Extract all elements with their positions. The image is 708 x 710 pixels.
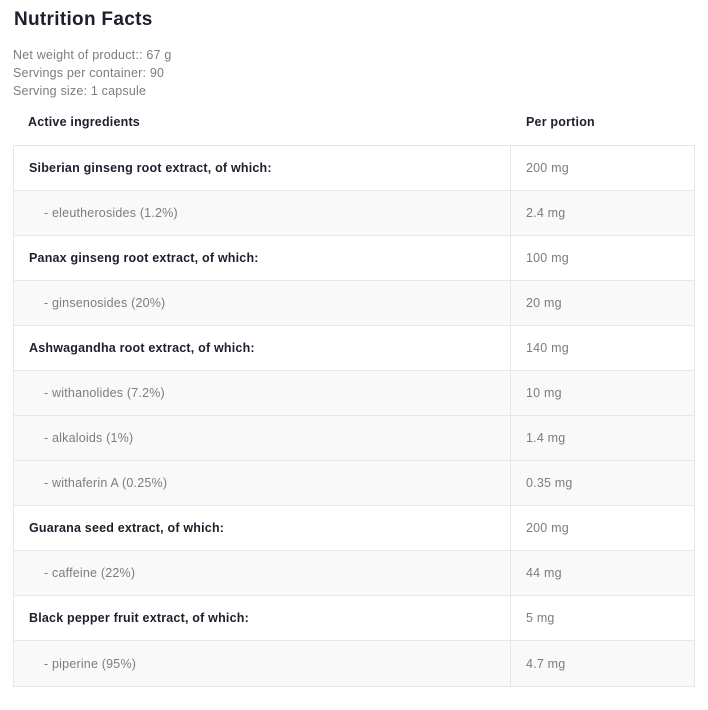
ingredient-label: - caffeine (22%) <box>14 551 511 595</box>
ingredient-label: Siberian ginseng root extract, of which: <box>14 146 511 190</box>
ingredient-label: Black pepper fruit extract, of which: <box>14 596 511 640</box>
per-portion-value: 4.7 mg <box>526 656 566 671</box>
nutrition-facts-panel: Nutrition Facts Net weight of product:: … <box>13 9 708 687</box>
per-portion-value: 200 mg <box>526 521 569 535</box>
ingredient-label: - alkaloids (1%) <box>14 416 511 460</box>
table-row: - ginsenosides (20%) 20 mg <box>14 281 694 326</box>
ingredient-label: Panax ginseng root extract, of which: <box>14 236 511 280</box>
table-row: Ashwagandha root extract, of which: 140 m… <box>14 326 694 371</box>
per-portion-value: 100 mg <box>526 251 569 265</box>
ingredient-label: Ashwagandha root extract, of which: <box>14 326 511 370</box>
servings-per-container-line: Servings per container: 90 <box>13 66 165 80</box>
ingredient-label: - piperine (95%) <box>14 641 511 686</box>
per-portion-value: 140 mg <box>526 341 569 355</box>
table-row: - eleutherosides (1.2%) 2.4 mg <box>14 191 694 236</box>
per-portion-value: 20 mg <box>526 296 562 310</box>
per-portion-value: 2.4 mg <box>526 206 566 220</box>
ingredient-label: - withaferin A (0.25%) <box>14 461 511 505</box>
page-title: Nutrition Facts <box>14 9 153 30</box>
column-header-active-ingredients: Active ingredients <box>28 115 140 129</box>
table-row: - piperine (95%) 4.7 mg <box>14 641 694 686</box>
net-weight-line: Net weight of product:: 67 g <box>13 48 172 62</box>
per-portion-value: 44 mg <box>526 566 562 580</box>
table-row: - withanolides (7.2%) 10 mg <box>14 371 694 416</box>
ingredient-label: Guarana seed extract, of which: <box>14 506 511 550</box>
table-row: - caffeine (22%) 44 mg <box>14 551 694 596</box>
table-row: Siberian ginseng root extract, of which:… <box>14 146 694 191</box>
column-header-per-portion: Per portion <box>526 115 595 129</box>
ingredient-label: - eleutherosides (1.2%) <box>14 191 511 235</box>
serving-size-line: Serving size: 1 capsule <box>13 84 147 98</box>
per-portion-value: 10 mg <box>526 386 562 400</box>
table-row: Black pepper fruit extract, of which: 5 m… <box>14 596 694 641</box>
ingredient-label: - withanolides (7.2%) <box>14 371 511 415</box>
per-portion-value: 0.35 mg <box>526 476 573 490</box>
ingredient-label: - ginsenosides (20%) <box>14 281 511 325</box>
per-portion-value: 200 mg <box>526 161 569 175</box>
table-row: - withaferin A (0.25%) 0.35 mg <box>14 461 694 506</box>
table-header: Active ingredients Per portion <box>13 115 695 129</box>
table-row: - alkaloids (1%) 1.4 mg <box>14 416 694 461</box>
product-meta: Net weight of product:: 67 g Servings pe… <box>13 46 708 100</box>
per-portion-value: 5 mg <box>526 611 555 625</box>
nutrition-table-body: Siberian ginseng root extract, of which:… <box>13 145 695 687</box>
table-row: Guarana seed extract, of which: 200 mg <box>14 506 694 551</box>
per-portion-value: 1.4 mg <box>526 431 566 445</box>
table-row: Panax ginseng root extract, of which: 100… <box>14 236 694 281</box>
